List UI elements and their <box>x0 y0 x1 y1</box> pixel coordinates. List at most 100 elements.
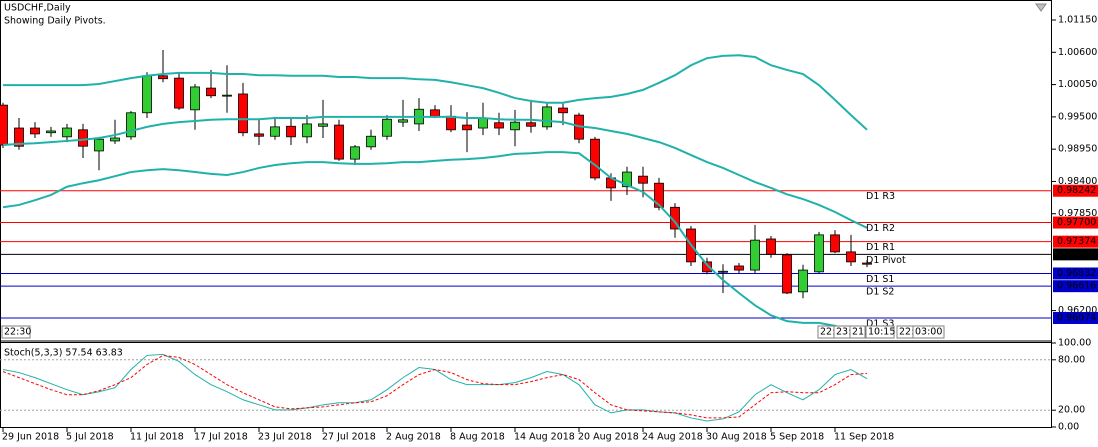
pivot-name: D1 R3 <box>866 191 895 202</box>
candle-body <box>478 117 488 129</box>
candle-body <box>526 122 536 127</box>
y-tick-label: 20.00 <box>1058 405 1085 416</box>
price-box <box>1053 235 1098 248</box>
candle-body <box>862 262 872 265</box>
candle-layer <box>0 49 872 299</box>
candle-body <box>318 123 328 127</box>
time-label: 21: <box>852 327 867 338</box>
candle-body <box>590 138 600 179</box>
x-tick-label: 23 Jul 2018 <box>258 432 312 443</box>
candle-body <box>430 109 440 117</box>
candle-body <box>766 238 776 255</box>
candle-body <box>798 269 808 293</box>
y-tick-label: 1.00050 <box>1058 79 1097 90</box>
candle-body <box>110 137 120 142</box>
pivot-name: D1 S2 <box>866 287 894 298</box>
chart-subtitle: Showing Daily Pivots. <box>4 16 106 27</box>
x-tick-label: 2 Aug 2018 <box>386 432 441 443</box>
pivot-layer <box>0 190 1052 319</box>
candle-body <box>382 118 392 137</box>
candle-body <box>846 251 856 263</box>
candle-body <box>446 115 456 131</box>
candle-body <box>126 112 136 138</box>
y-tick-label: 100.00 <box>1058 338 1091 349</box>
candle-body <box>638 175 648 184</box>
price-box <box>1053 267 1098 280</box>
y-tick-label: 0.99500 <box>1058 111 1097 122</box>
y-tick-label: 0.97850 <box>1058 208 1097 219</box>
collapse-icon[interactable] <box>1035 3 1047 12</box>
candle-body <box>46 130 56 134</box>
candle-body <box>62 127 72 138</box>
candle-body <box>94 138 104 152</box>
candle-body <box>750 239 760 271</box>
candle-body <box>542 106 552 128</box>
y-tick-label: 80.00 <box>1058 354 1085 365</box>
time-label: 23: <box>836 327 851 338</box>
candle-body <box>494 122 504 129</box>
x-tick-label: 14 Aug 2018 <box>514 432 575 443</box>
candle-body <box>510 121 520 131</box>
price-box-label: 0.96832 <box>1057 268 1096 279</box>
price-box-label: 0.96074 <box>1057 312 1096 323</box>
x-tick-label: 30 Aug 2018 <box>706 432 767 443</box>
time-box <box>912 325 945 339</box>
candle-body <box>702 261 712 273</box>
bollinger-upper <box>3 54 868 131</box>
x-tick-label: 5 Jul 2018 <box>66 432 114 443</box>
chart-title: USDCHF,Daily <box>4 3 71 14</box>
candle-body <box>814 234 824 273</box>
label-layer: 1.01150 1.00600 1.00050 0.99500 0.98950 0.984… <box>1 15 1098 443</box>
time-label: 22:30 <box>4 327 31 338</box>
time-box <box>1 325 31 339</box>
stoch-line <box>2 354 868 419</box>
y-tick-label: 0.98400 <box>1058 176 1097 187</box>
x-tick-label: 20 Aug 2018 <box>578 432 639 443</box>
candle-body <box>190 86 200 111</box>
pivot-name: D1 R2 <box>866 223 895 234</box>
y-tick-label: 0.98950 <box>1058 144 1097 155</box>
candle-body <box>654 182 664 208</box>
candle-body <box>830 234 840 253</box>
time-label: 10:15 <box>868 327 895 338</box>
candle-body <box>718 270 728 273</box>
price-box <box>1053 248 1098 261</box>
x-tick-label: 27 Jul 2018 <box>322 432 376 443</box>
candle-body <box>302 123 312 138</box>
band-layer <box>2 54 868 336</box>
x-tick-label: 5 Sep 2018 <box>770 432 824 443</box>
time-box <box>849 325 866 339</box>
x-tick-label: 8 Aug 2018 <box>450 432 505 443</box>
time-label: 03:00 <box>915 327 942 338</box>
pivot-name: D1 S1 <box>866 274 894 285</box>
candle-body <box>14 127 24 147</box>
candle-body <box>734 265 744 271</box>
candle-body <box>350 146 360 160</box>
price-box-label: 0.97700 <box>1057 217 1096 228</box>
candle-body <box>270 126 280 137</box>
time-label: 22: <box>899 327 914 338</box>
x-tick-label: 11 Jul 2018 <box>130 432 184 443</box>
x-tick-label: 17 Jul 2018 <box>194 432 248 443</box>
candle-body <box>0 104 8 146</box>
candle-body <box>782 254 792 294</box>
candle-body <box>78 129 88 147</box>
price-box <box>1053 216 1098 229</box>
x-tick-label: 29 Jun 2018 <box>2 432 59 443</box>
candle-body <box>286 125 296 138</box>
price-box <box>1053 184 1098 197</box>
price-box-label: 0.96616 <box>1057 281 1096 292</box>
candle-body <box>462 124 472 131</box>
pivot-name: D1 R1 <box>866 242 895 253</box>
bollinger-middle <box>2 115 868 229</box>
candle-body <box>142 75 152 114</box>
pivot-name: D1 Pivot <box>866 255 906 266</box>
candle-body <box>222 94 232 97</box>
candle-body <box>366 135 376 148</box>
plot-frame <box>0 0 1052 428</box>
candle-body <box>30 127 40 135</box>
bollinger-lower <box>2 151 868 336</box>
stoch-title: Stoch(5,3,3) 57.54 63.83 <box>4 348 123 359</box>
candle-body <box>398 119 408 123</box>
